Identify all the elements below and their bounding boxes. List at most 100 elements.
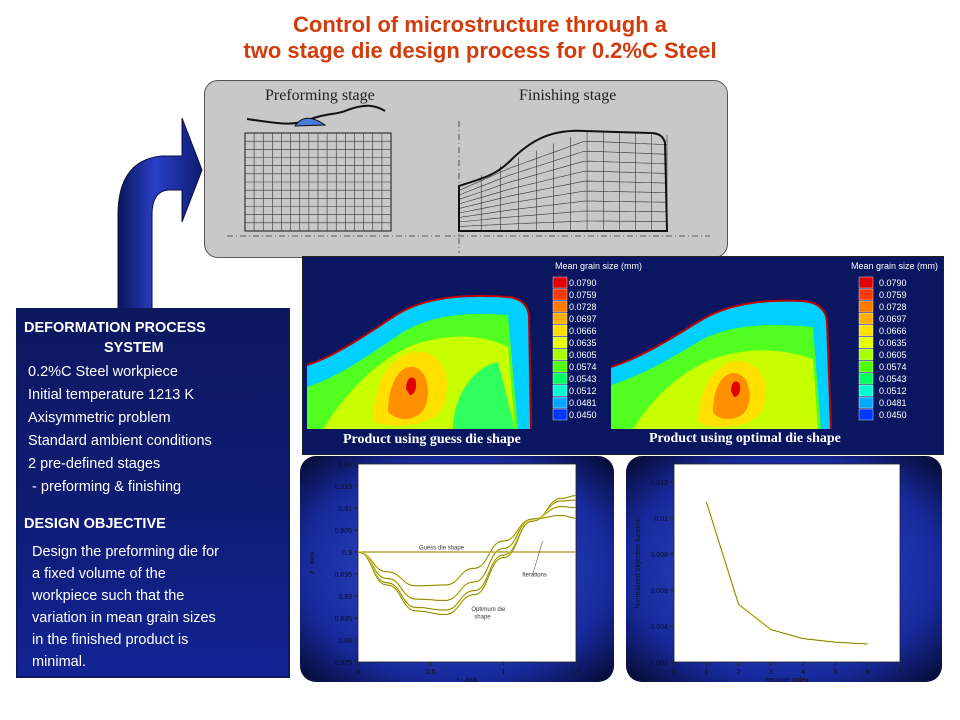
legend-value: 0.0605 [569,350,597,360]
legend-swatch [552,312,568,325]
legend-value: 0.0635 [879,338,907,348]
legend-swatch [552,300,568,313]
legend-swatch [552,396,568,409]
heading-deformation-system: SYSTEM [104,340,164,356]
info-item: 0.2%C Steel workpiece [28,364,178,380]
x-tick-label: 3 [769,669,773,676]
x-tick-label: 1 [704,669,708,676]
legend-swatch [858,372,874,385]
series-line-outline [357,499,577,611]
y-tick-label: 0.91 [338,506,352,513]
guess-product-contour [306,294,532,430]
x-axis-label: r - axis [457,677,479,682]
y-tick-label: 0.9 [342,550,352,557]
info-item: 2 pre-defined stages [28,456,161,472]
legend-value: 0.0728 [569,302,597,312]
legend-value: 0.0574 [879,362,907,372]
y-tick-label: 0.88 [338,638,352,645]
legend-swatch [552,288,568,301]
preforming-die-profile [246,104,386,125]
y-tick-label: 0.004 [650,624,668,631]
legend-swatch [858,300,874,313]
series-line-outline [357,506,577,601]
legend-swatch [552,360,568,373]
objective-line: minimal. [32,654,86,670]
finishing-workpiece-outline [458,129,669,232]
series-line-outline [357,515,577,587]
y-tick-label: 0.915 [334,484,352,491]
legend-value: 0.0728 [879,302,907,312]
legend-swatch [858,324,874,337]
y-tick-label: 0.885 [334,616,352,623]
objective-line: workpiece such that the [32,588,185,604]
preforming-mesh [244,132,392,232]
legend-value: 0.0574 [569,362,597,372]
x-axis-label: Iteration index [765,677,809,682]
y-tick-label: 0.89 [338,594,352,601]
info-item: Axisymmetric problem [28,410,171,426]
legend-value: 0.0790 [879,278,907,288]
legend-value: 0.0605 [879,350,907,360]
x-tick-label: 7 [898,669,902,676]
page-title-line-1: Control of microstructure through a [293,12,667,37]
grain-contour-plots [306,276,874,430]
legend-value: 0.0450 [569,410,597,420]
legend-value: 0.0666 [879,326,907,336]
legend-value: 0.0759 [879,290,907,300]
page-title-line-2: two stage die design process for 0.2%C S… [243,38,717,63]
optimal-product-contour [610,299,832,430]
legend-value: 0.0481 [879,398,907,408]
x-tick-label: 1.5 [571,669,581,676]
caption-guess-die: Product using guess die shape [343,432,521,447]
y-axis-label: Normalized objective function [635,517,642,609]
x-tick-label: 6 [866,669,870,676]
die-shape-chart: 0.92 0.915 0.91 0.905 0.9 0.895 0.89 0.885 0.88 0… [300,456,614,682]
legend-swatch [552,324,568,337]
objective-line: a fixed volume of the [32,566,166,582]
x-tick-label: 0.5 [426,669,436,676]
finishing-stage-label: Finishing stage [519,87,617,104]
y-tick-label: 0.875 [334,660,352,667]
x-tick-label: 0 [672,669,676,676]
y-tick-label: 0.002 [650,660,668,667]
objective-line: variation in mean grain sizes [32,610,216,626]
legend-swatch [552,276,568,289]
legend-swatch [858,288,874,301]
series-line-outline [706,501,868,645]
legend-value: 0.0697 [879,314,907,324]
grain-legend-left [552,276,568,421]
y-tick-label: 0.01 [654,516,668,523]
legend-swatch [552,372,568,385]
x-tick-label: 4 [801,669,805,676]
grain-legend-right [858,276,874,421]
grain-size-panel: Mean grain size (mm) Mean grain size (mm… [302,256,944,455]
legend-swatch [552,348,568,361]
legend-swatch [858,360,874,373]
y-tick-label: 0.012 [650,480,668,487]
legend-value: 0.0481 [569,398,597,408]
y-tick-label: 0.895 [334,572,352,579]
annotation-guess: Guess die shape [419,545,465,551]
legend-value: 0.0697 [569,314,597,324]
info-item: - preforming & finishing [28,479,182,495]
legend-value: 0.0790 [569,278,597,288]
x-tick-label: 0 [356,669,360,676]
legend-value: 0.0543 [879,374,907,384]
x-tick-label: 2 [737,669,741,676]
legend-value: 0.0759 [569,290,597,300]
finishing-mesh [458,131,668,231]
legend-value: 0.0543 [569,374,597,384]
objective-line: Design the preforming die for [32,544,219,560]
x-tick-label: 5 [833,669,837,676]
legend-swatch [858,384,874,397]
legend-swatch [858,336,874,349]
legend-value: 0.0450 [879,410,907,420]
legend-swatch [552,384,568,397]
heading-deformation-process: DEFORMATION PROCESS [24,320,206,336]
y-axis-label: z - axis [309,551,316,574]
legend-swatch [858,348,874,361]
annotation-optimum-2: shape [474,614,491,620]
annotation-optimum: Optimum die [471,607,506,613]
mesh-drawing [227,104,710,253]
y-tick-label: 0.905 [334,528,352,535]
